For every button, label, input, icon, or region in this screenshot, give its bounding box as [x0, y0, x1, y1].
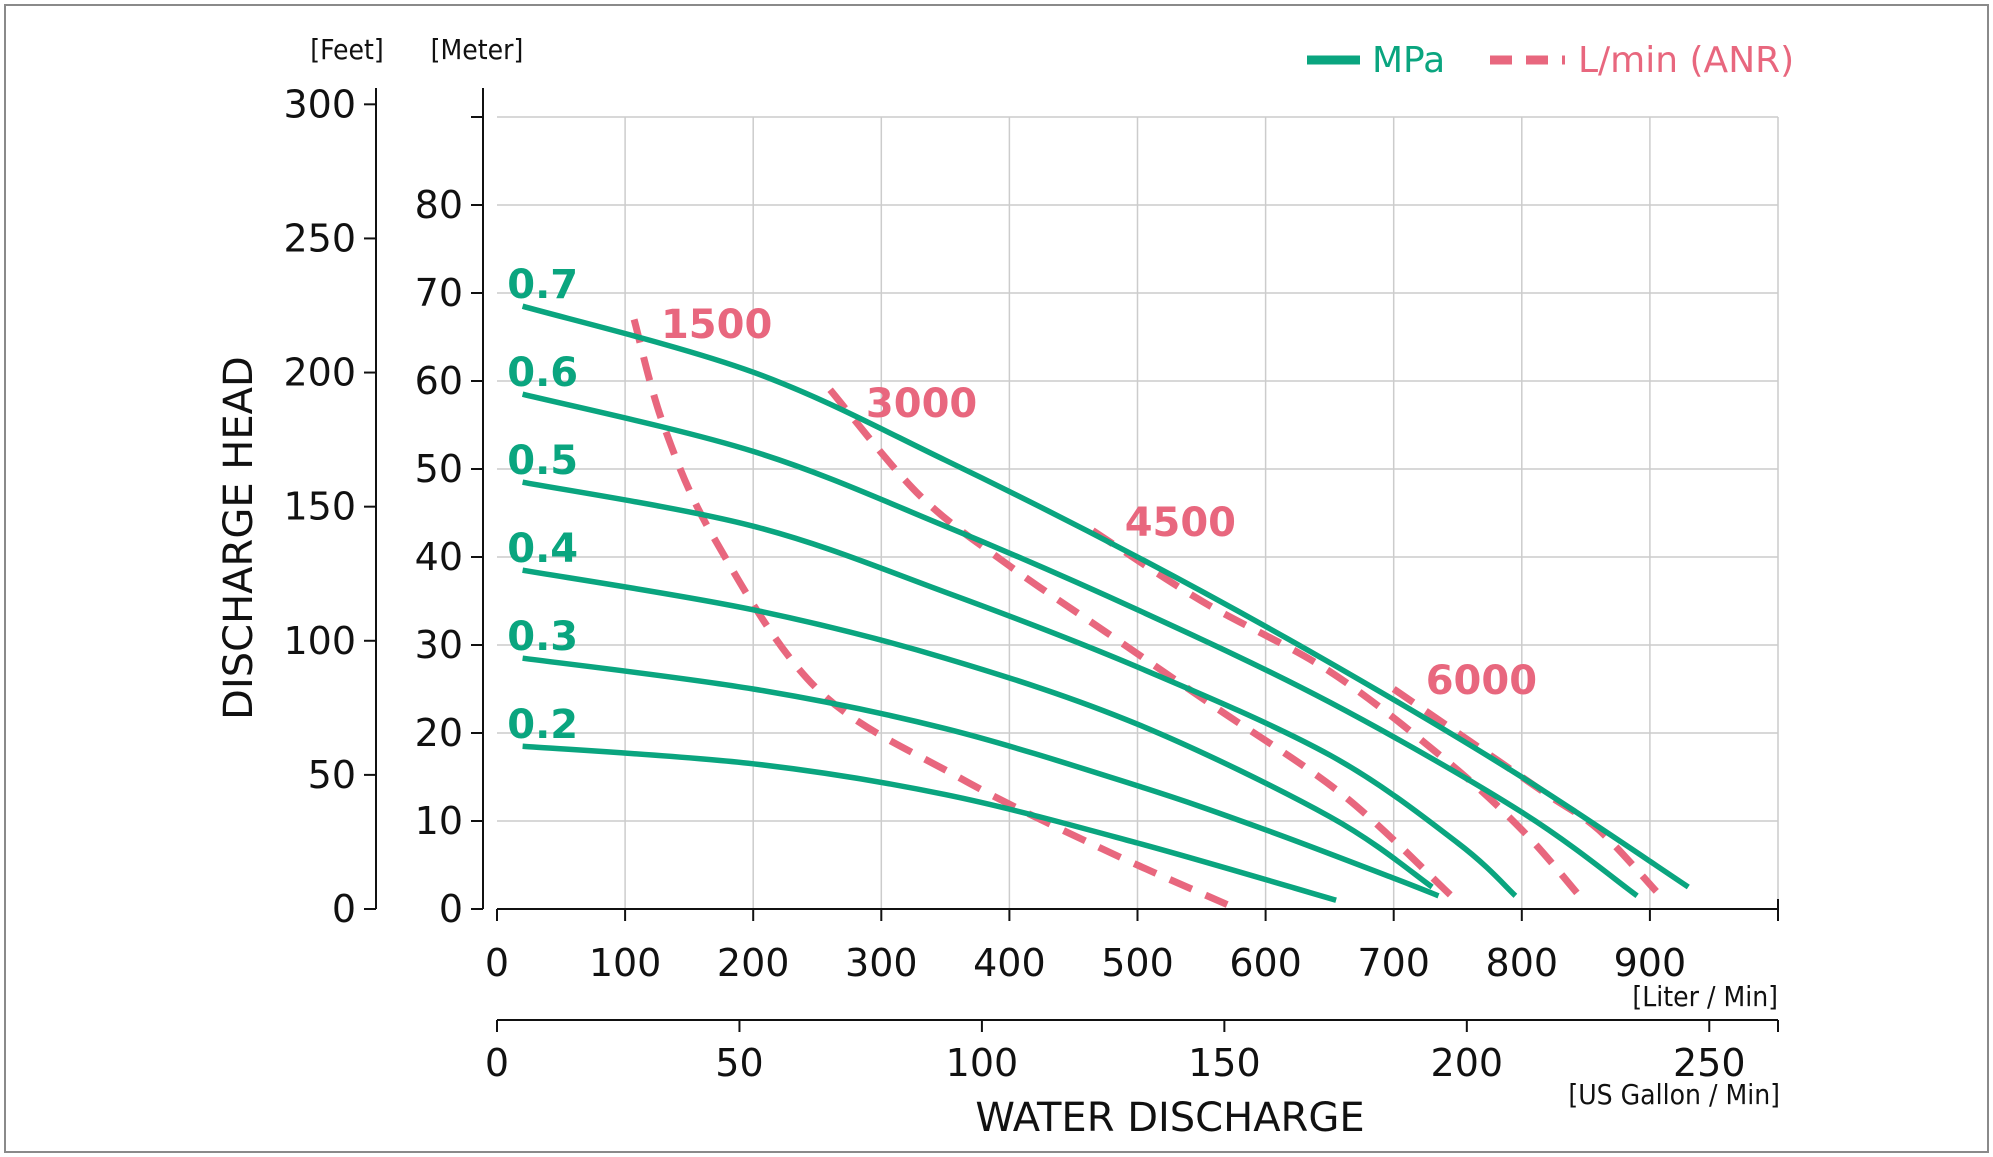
y-tick-label-feet: 0: [332, 887, 356, 931]
legend: MPa L/min (ANR): [1307, 40, 1794, 81]
y-tick-label-meter: 0: [439, 887, 463, 931]
y-tick-label-meter: 80: [415, 183, 463, 227]
x-tick-label-gallon: 0: [485, 1041, 509, 1085]
legend-air-label: L/min (ANR): [1578, 40, 1794, 81]
legend-mpa-label: MPa: [1372, 40, 1445, 81]
curve-label-0.4: 0.4: [507, 526, 578, 572]
curve-label-6000: 6000: [1426, 658, 1537, 704]
air-curve-1500: [630, 318, 1229, 908]
air-curve-6000: [1391, 686, 1659, 894]
x-unit-liter: [Liter / Min]: [1632, 980, 1778, 1013]
curve-label-0.2: 0.2: [507, 702, 578, 748]
y-unit-meter: [Meter]: [431, 33, 524, 66]
curve-label-0.3: 0.3: [507, 614, 578, 660]
pressure-curve-0.3: [522, 655, 1440, 899]
x-tick-label-liter: 0: [485, 941, 509, 985]
y-tick-label-meter: 70: [415, 271, 463, 315]
x-unit-gallon: [US Gallon / Min]: [1568, 1078, 1780, 1111]
x-tick-label-gallon: 250: [1673, 1041, 1746, 1085]
pressure-curve-0.6: [521, 391, 1639, 899]
y-tick-label-feet: 250: [283, 216, 356, 260]
grid-lines: [497, 116, 1779, 909]
x-tick-label-liter: 800: [1486, 941, 1559, 985]
y-tick-label-meter: 30: [415, 623, 463, 667]
y-tick-label-meter: 20: [415, 711, 463, 755]
curve-label-0.5: 0.5: [507, 438, 578, 484]
performance-curves: [521, 303, 1690, 908]
air-curve-3000: [827, 387, 1454, 899]
air-curve-4500: [1090, 527, 1583, 899]
y-tick-label-meter: 60: [415, 359, 463, 403]
x-tick-label-liter: 200: [717, 941, 790, 985]
x-tick-label-liter: 400: [973, 941, 1046, 985]
y-unit-feet: [Feet]: [310, 33, 384, 66]
x-tick-label-gallon: 50: [715, 1041, 763, 1085]
y-tick-label-meter: 40: [415, 535, 463, 579]
curve-label-0.7: 0.7: [507, 262, 578, 308]
y-tick-label-feet: 100: [283, 619, 356, 663]
x-axis-title: WATER DISCHARGE: [975, 1095, 1364, 1141]
x-tick-label-liter: 600: [1229, 941, 1302, 985]
curve-label-0.6: 0.6: [507, 350, 578, 396]
pressure-curve-0.4: [522, 567, 1434, 890]
curve-label-1500: 1500: [661, 302, 772, 348]
chart-frame: [4, 4, 1989, 1153]
x-tick-label-liter: 100: [589, 941, 662, 985]
curve-labels: 0.7 0.6 0.5 0.4 0.3 0.2 1500 3000 4500 6000: [507, 262, 1537, 748]
y-tick-label-meter: 50: [415, 447, 463, 491]
x-tick-label-gallon: 200: [1431, 1041, 1504, 1085]
x-tick-label-liter: 500: [1101, 941, 1174, 985]
x-tick-label-liter: 700: [1357, 941, 1430, 985]
y-tick-label-feet: 150: [283, 485, 356, 529]
x-tick-label-gallon: 150: [1188, 1041, 1261, 1085]
curve-label-3000: 3000: [866, 381, 977, 427]
curve-label-4500: 4500: [1125, 500, 1236, 546]
y-tick-label-feet: 50: [308, 753, 356, 797]
pressure-curve-0.5: [522, 479, 1518, 898]
x-tick-label-liter: 900: [1614, 941, 1687, 985]
pressure-curve-0.2: [522, 743, 1337, 903]
y-tick-label-feet: 300: [283, 82, 356, 126]
x-tick-label-liter: 300: [845, 941, 918, 985]
y-axis-title: DISCHARGE HEAD: [216, 356, 262, 720]
pressure-curve-0.7: [521, 303, 1690, 890]
y-tick-label-meter: 10: [415, 799, 463, 843]
y-tick-label-feet: 200: [283, 351, 356, 395]
x-tick-label-gallon: 100: [946, 1041, 1019, 1085]
